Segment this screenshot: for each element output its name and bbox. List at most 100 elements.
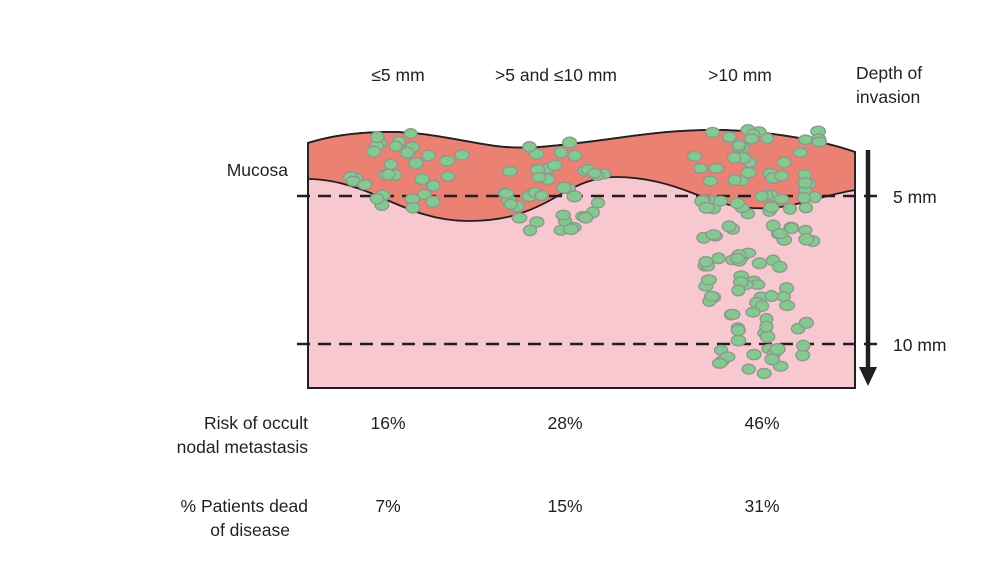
column-header-le-5mm: ≤5 mm	[371, 65, 425, 85]
tumor-cell	[703, 290, 720, 302]
tumor-cell	[414, 172, 430, 185]
tumor-cell	[711, 252, 726, 265]
risk-row-label: Risk of occult nodal metastasis	[100, 411, 308, 459]
tumor-cell	[764, 353, 780, 366]
tumor-cell	[776, 291, 791, 303]
tumor-cell	[403, 128, 418, 140]
tumor-cell	[498, 187, 515, 199]
column-header-5-to-10mm: >5 and ≤10 mm	[495, 65, 617, 85]
tumor-cell	[763, 201, 780, 214]
tumor-cell	[784, 222, 799, 235]
dead-value-le-5mm: 7%	[375, 496, 401, 516]
dead-value-gt-10mm: 31%	[744, 496, 780, 516]
tumor-cell	[698, 256, 714, 268]
tumor-cell	[792, 147, 808, 159]
risk-value-le-5mm: 16%	[370, 413, 406, 433]
tumor-cell	[425, 195, 441, 208]
tumor-cell	[408, 157, 425, 170]
tumor-cell	[731, 139, 747, 152]
depth-axis-title-line1: Depth of	[856, 63, 923, 83]
tumor-cell	[726, 151, 742, 164]
tumor-cell	[798, 233, 815, 246]
tumor-cell	[698, 201, 715, 214]
tumor-cell	[534, 189, 549, 201]
tumor-cell	[700, 274, 718, 286]
tumor-cell	[503, 198, 519, 211]
tumor-cell	[811, 136, 827, 148]
risk-row-label-line2: nodal metastasis	[176, 437, 308, 457]
depth-axis-title: Depth of invasion	[856, 61, 976, 109]
tumor-cell	[531, 171, 547, 183]
tumor-cell	[771, 260, 788, 273]
tumor-cell	[556, 181, 572, 194]
risk-value-gt-10mm: 46%	[744, 413, 780, 433]
tumor-cell	[798, 316, 815, 329]
tumor-cell	[440, 170, 456, 182]
risk-value-5-to-10mm: 28%	[547, 413, 583, 433]
tumor-cell	[522, 224, 538, 237]
tumor-cell	[416, 188, 433, 201]
tumor-cell	[740, 166, 757, 179]
tumor-cell	[798, 201, 814, 214]
tumor-cells-stray	[438, 149, 470, 167]
tumor-cell	[708, 162, 725, 174]
tumor-cell	[388, 140, 403, 152]
depth-marker-5mm: 5 mm	[893, 187, 937, 207]
tumor-cell	[796, 339, 811, 352]
tumor-cell	[797, 134, 814, 146]
tumor-cell	[438, 155, 456, 167]
tumor-cell	[774, 169, 789, 182]
tumor-cell	[741, 363, 756, 375]
tumor-cell	[563, 223, 580, 236]
tumor-cell	[555, 209, 571, 221]
dead-value-5-to-10mm: 15%	[547, 496, 583, 516]
tumor-cell	[754, 190, 769, 203]
tumor-cell	[366, 145, 382, 158]
tumor-cell	[370, 131, 385, 144]
risk-row-label-line1: Risk of occult	[203, 413, 308, 433]
tumor-cell	[381, 168, 396, 181]
depth-axis-title-line2: invasion	[856, 87, 921, 107]
tumor-cell	[522, 140, 537, 153]
tumor-cell	[511, 212, 528, 224]
tumor-cell	[702, 175, 719, 187]
tumor-cell	[587, 167, 602, 179]
tumor-cell	[357, 179, 373, 191]
tumor-cell	[711, 357, 728, 369]
arrowhead-icon	[859, 367, 877, 386]
tumor-cell	[730, 252, 746, 264]
tumor-cell	[746, 348, 762, 361]
tumor-cell	[773, 193, 790, 205]
tumor-cell	[760, 132, 775, 145]
tumor-cell	[454, 149, 470, 161]
tumor-cell	[399, 146, 415, 159]
tumor-cell	[729, 197, 746, 210]
tumor-cell-cluster-gt-10mm	[686, 123, 827, 380]
tumor-cell	[383, 158, 399, 171]
tumor-cell	[772, 228, 789, 240]
tumor-cell	[759, 330, 776, 343]
tumor-cell	[764, 289, 779, 303]
tumor-cell	[577, 211, 594, 224]
tumor-cell	[797, 177, 813, 189]
tumor-cell	[405, 201, 421, 214]
tumor-cell	[776, 156, 792, 169]
dead-row-label-line1: % Patients dead	[180, 496, 308, 516]
tumor-cell	[567, 149, 583, 162]
tumor-cell	[704, 126, 721, 139]
depth-marker-10mm: 10 mm	[893, 335, 947, 355]
tumor-cell	[561, 136, 578, 149]
tumor-cell	[721, 220, 737, 233]
mucosa-label: Mucosa	[226, 160, 288, 180]
tumor-cell	[759, 320, 774, 333]
tumor-cell	[686, 150, 703, 162]
tumor-cell	[731, 284, 746, 297]
dead-row-label-line2: of disease	[210, 520, 290, 540]
tumor-cell	[426, 179, 441, 192]
tumor-cell	[744, 133, 760, 145]
depth-arrow	[859, 150, 877, 386]
column-header-gt-10mm: >10 mm	[708, 65, 772, 85]
tumor-cell	[730, 334, 747, 347]
tumor-cell	[778, 300, 796, 312]
